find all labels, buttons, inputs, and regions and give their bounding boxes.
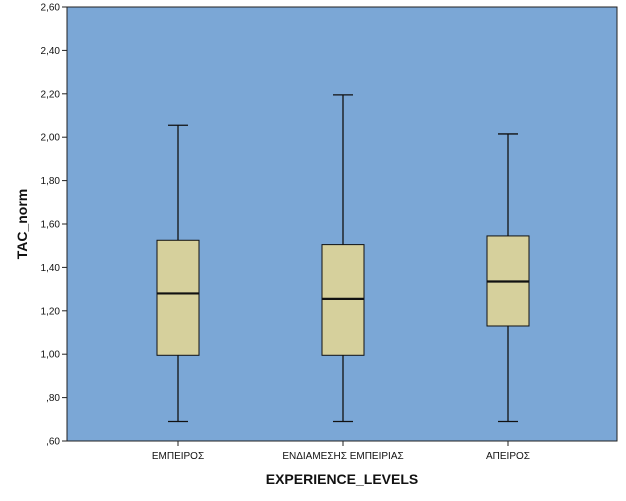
y-axis-ticks: ,60 ,80 1,00 1,20 1,40 1,60 1,80 2,00 2,20 2,40 2,… [41,3,67,448]
y-tick-label: 2,00 [41,133,61,144]
x-tick-label: ΑΠΕΙΡΟΣ [486,451,530,462]
x-tick-label: ΕΜΠΕΙΡΟΣ [152,451,204,462]
x-tick-label: ΕΝΔΙΑΜΕΣΗΣ ΕΜΠΕΙΡΙΑΣ [282,451,403,462]
iqr-box [156,239,200,356]
y-tick-label: 2,60 [41,3,61,14]
y-tick-label: 1,40 [41,263,61,274]
y-axis-title: TAC_norm [14,189,30,260]
y-tick-label: 1,60 [41,220,61,231]
box-3 [486,133,530,423]
plot-area [66,6,618,442]
x-axis-title: EXPERIENCE_LEVELS [266,471,419,487]
y-tick-label: 1,80 [41,176,61,187]
y-tick-label: ,80 [46,393,60,404]
box-group [156,94,530,423]
box-1 [156,124,200,423]
x-axis-ticks: ΕΜΠΕΙΡΟΣ ΕΝΔΙΑΜΕΣΗΣ ΕΜΠΕΙΡΙΑΣ ΑΠΕΙΡΟΣ [152,441,530,462]
y-tick-label: 1,20 [41,306,61,317]
box-2 [321,94,365,423]
y-tick-label: 2,40 [41,46,61,57]
y-tick-label: 2,20 [41,89,61,100]
y-tick-label: ,60 [46,437,60,448]
y-tick-label: 1,00 [41,350,61,361]
